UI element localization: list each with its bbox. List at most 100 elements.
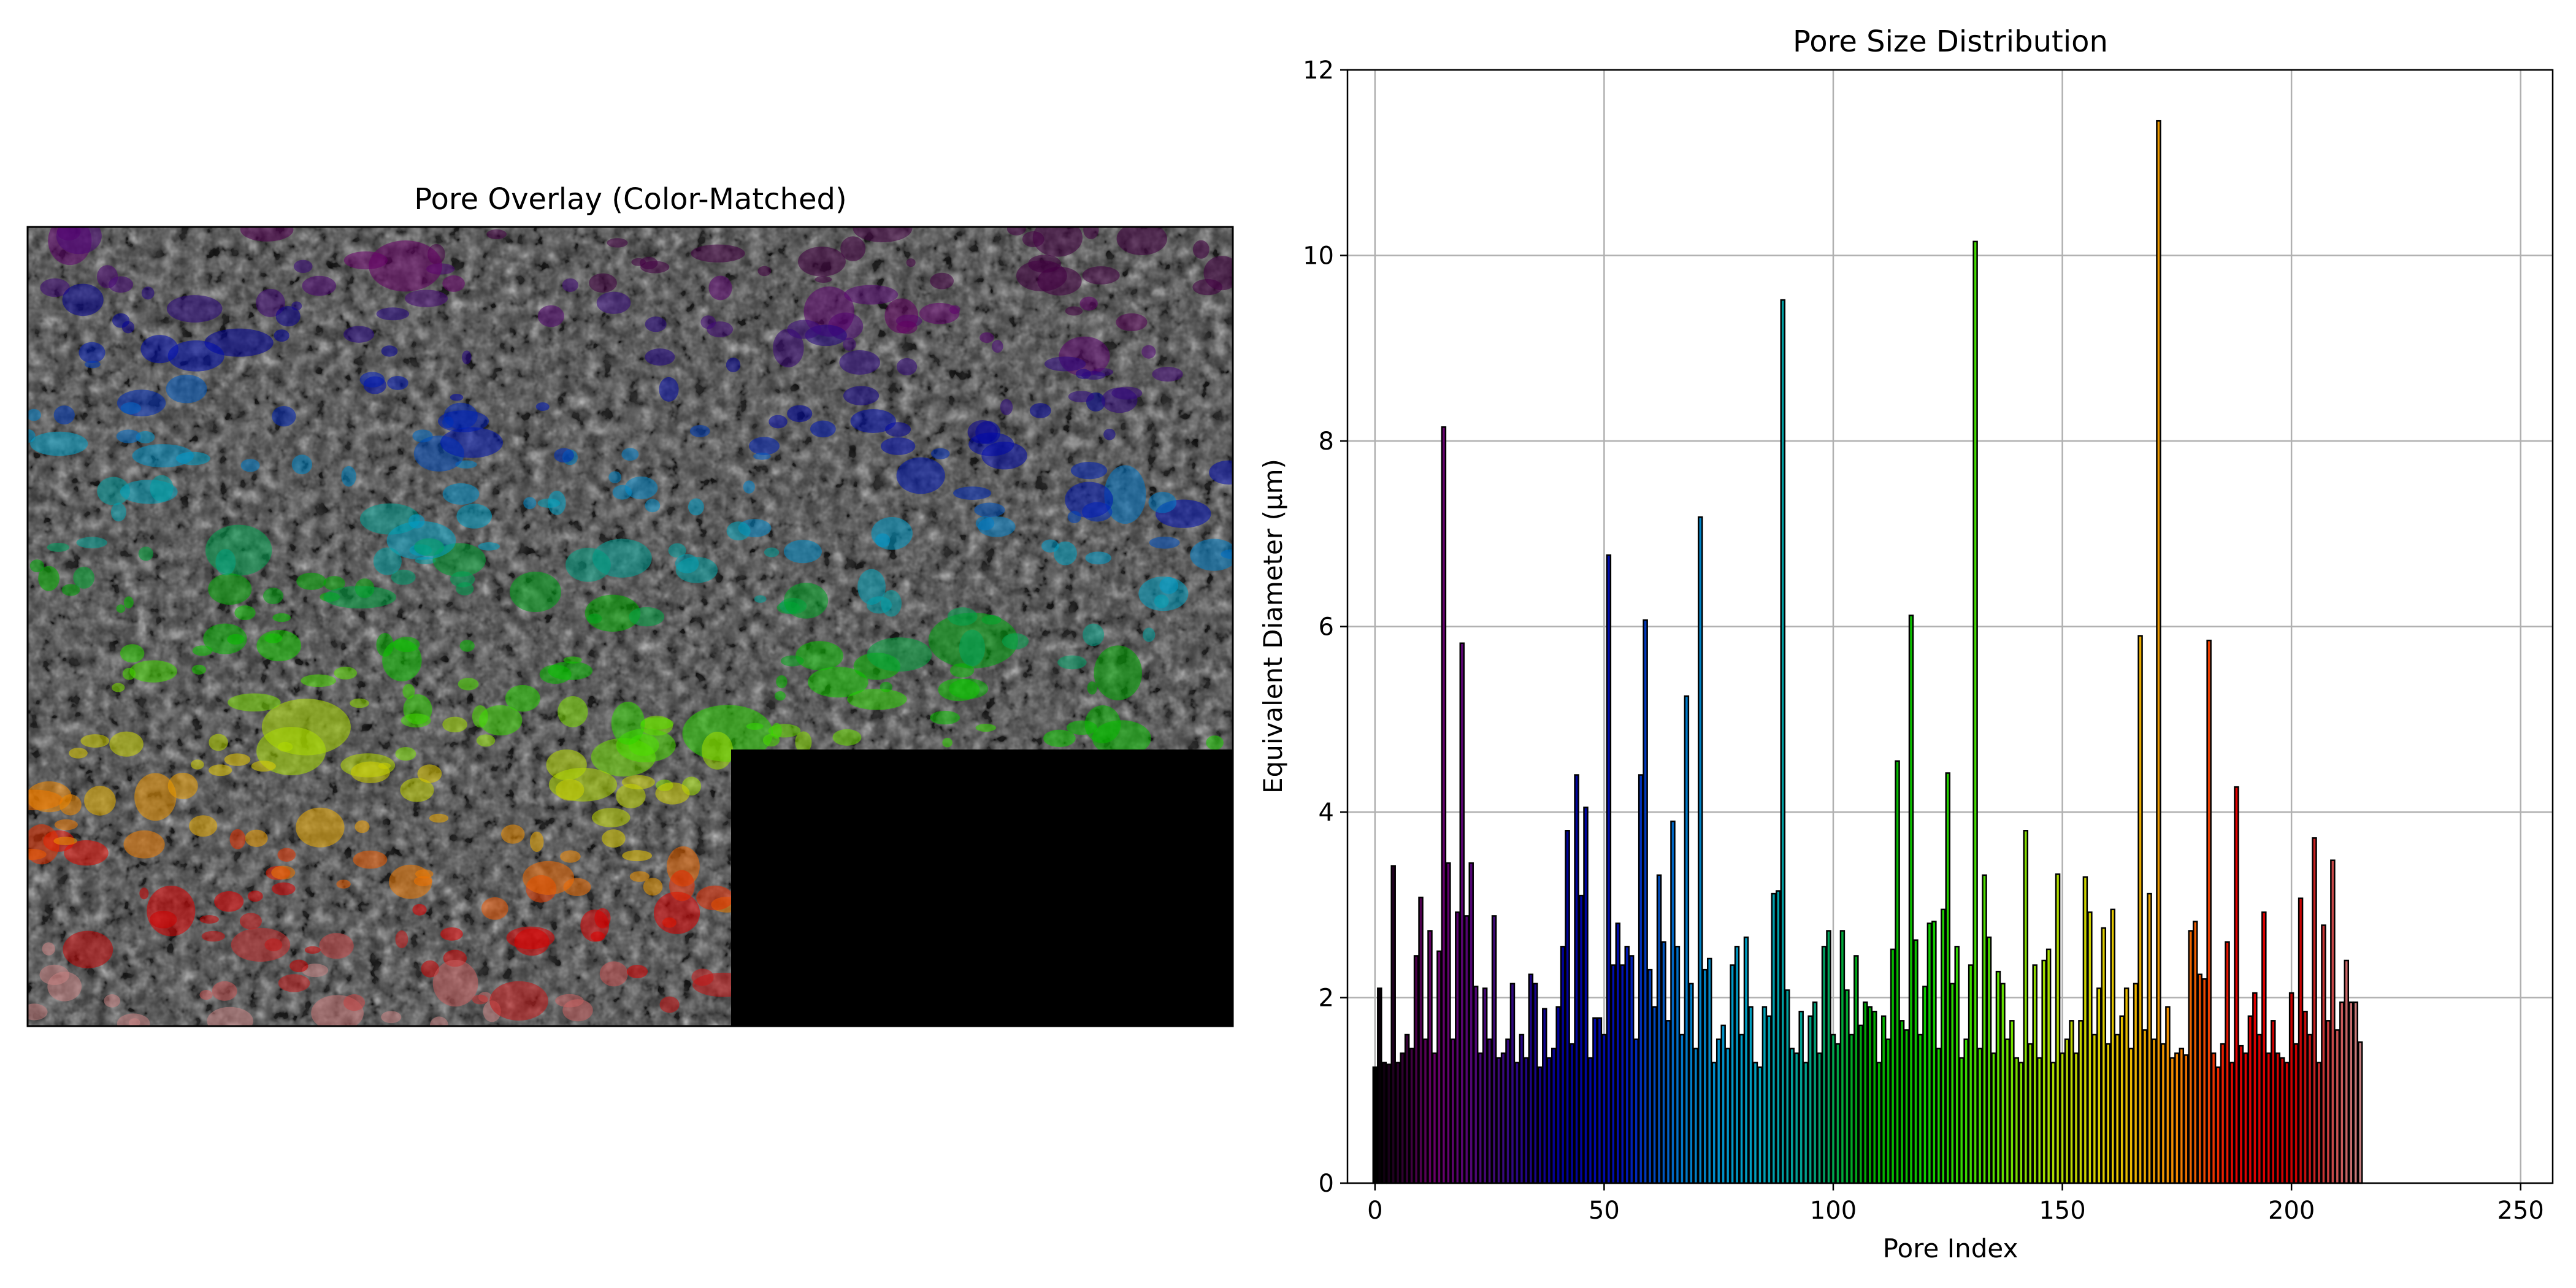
pore-region xyxy=(112,683,125,692)
pore-region xyxy=(979,332,994,343)
bar xyxy=(1941,908,1946,1184)
pore-region xyxy=(189,815,218,837)
pore-region xyxy=(753,453,771,460)
bar xyxy=(1789,1048,1795,1184)
pore-region xyxy=(510,572,562,613)
bar xyxy=(1982,874,1987,1184)
pore-region xyxy=(212,981,237,1001)
bar xyxy=(1418,896,1424,1184)
pore-region xyxy=(1068,391,1095,402)
bar xyxy=(1468,862,1474,1184)
bar xyxy=(1844,989,1850,1184)
bar xyxy=(2321,924,2326,1184)
bar xyxy=(1821,946,1827,1184)
bar xyxy=(1693,1048,1699,1184)
pore-region xyxy=(1044,356,1086,372)
pore-region xyxy=(256,630,302,662)
pore-region xyxy=(843,337,856,351)
pore-region xyxy=(1070,462,1108,480)
bar xyxy=(1583,807,1589,1184)
pore-region xyxy=(138,546,153,561)
pore-region xyxy=(1002,633,1029,650)
bar xyxy=(1679,1033,1685,1184)
bar xyxy=(2197,973,2202,1184)
bar xyxy=(1578,894,1584,1184)
bar xyxy=(2256,1033,2263,1184)
x-tick-label: 0 xyxy=(1367,1197,1382,1225)
pore-region xyxy=(537,305,564,328)
pore-region xyxy=(56,227,102,255)
bar xyxy=(1885,1038,1891,1184)
pore-region xyxy=(1116,227,1167,256)
pore-region xyxy=(645,499,661,513)
bar xyxy=(1880,1015,1887,1184)
pore-region xyxy=(1148,491,1177,513)
bar xyxy=(1665,1020,1671,1184)
pore-region xyxy=(844,285,899,305)
bar xyxy=(2348,1001,2354,1184)
pore-region xyxy=(84,786,116,816)
bar xyxy=(1409,1048,1414,1184)
bar xyxy=(2078,1020,2083,1184)
bar xyxy=(2330,859,2336,1184)
bar xyxy=(1785,989,1790,1184)
bar xyxy=(1413,955,1419,1184)
pore-region xyxy=(1206,735,1224,750)
pore-region xyxy=(780,655,804,667)
pore-region xyxy=(417,764,442,783)
bar xyxy=(1436,950,1442,1184)
y-tick-label: 0 xyxy=(1319,1170,1334,1198)
pore-region xyxy=(429,1016,449,1026)
pore-region xyxy=(839,350,880,375)
pore-region xyxy=(749,437,780,455)
pore-overlay-image xyxy=(28,227,1233,1026)
pore-region xyxy=(611,702,645,745)
pore-region xyxy=(414,538,444,556)
bar xyxy=(2206,639,2212,1184)
bar xyxy=(1587,1057,1593,1184)
bar xyxy=(2106,1043,2111,1184)
pore-region xyxy=(1067,510,1081,524)
bar xyxy=(1817,1052,1822,1184)
pore-region xyxy=(847,688,907,710)
pore-region xyxy=(278,974,310,992)
pore-region xyxy=(1094,645,1143,700)
pore-region xyxy=(1103,428,1116,440)
bar xyxy=(1624,946,1630,1184)
pore-region xyxy=(382,639,422,681)
pore-region xyxy=(28,848,47,861)
bar xyxy=(2261,911,2267,1184)
bar xyxy=(1656,874,1662,1184)
pore-region xyxy=(76,537,107,548)
pore-region xyxy=(301,674,336,688)
pore-region xyxy=(373,547,402,575)
bar xyxy=(2312,837,2317,1184)
pore-region xyxy=(1152,367,1183,382)
bar xyxy=(1748,1006,1754,1184)
bar xyxy=(2082,876,2088,1184)
pore-region xyxy=(689,425,710,437)
pore-region xyxy=(199,990,213,1000)
bar xyxy=(2234,786,2239,1184)
pore-region xyxy=(548,661,593,680)
pore-region xyxy=(624,476,658,499)
bar xyxy=(1949,983,1955,1184)
bar xyxy=(1899,1020,1905,1184)
pore-region xyxy=(590,931,605,941)
pore-region xyxy=(1138,576,1189,611)
pore-region xyxy=(554,448,574,463)
pore-region xyxy=(726,521,751,541)
bar xyxy=(1404,1033,1410,1184)
pore-region xyxy=(783,583,829,619)
pore-region xyxy=(669,870,695,902)
bar xyxy=(2165,1006,2171,1184)
y-tick-label: 2 xyxy=(1319,984,1334,1013)
bar xyxy=(2275,1052,2280,1184)
pore-region xyxy=(240,227,294,242)
bar xyxy=(2271,1020,2276,1184)
bar xyxy=(1372,1066,1378,1184)
bar xyxy=(2201,978,2207,1184)
bar xyxy=(1478,1052,1483,1184)
pore-region xyxy=(191,664,207,675)
pore-region xyxy=(239,913,262,930)
